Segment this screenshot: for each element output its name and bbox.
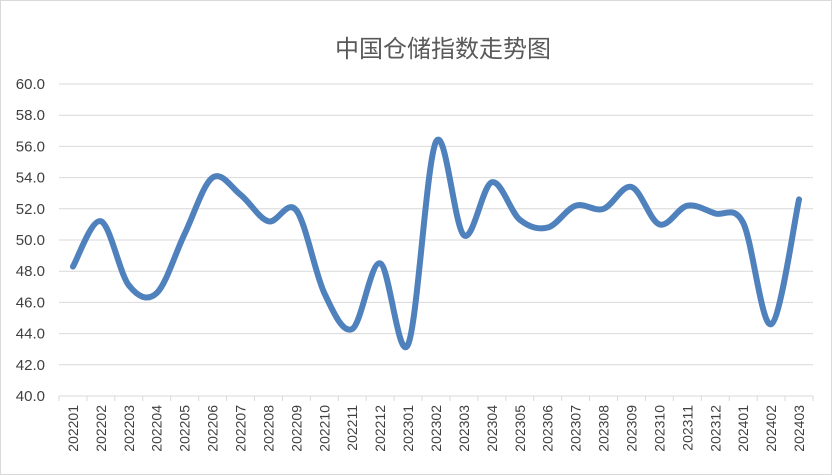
data-point-202304	[489, 179, 495, 185]
data-point-202401	[740, 220, 746, 226]
data-point-202204	[154, 290, 160, 296]
data-point-202209	[293, 207, 299, 213]
x-tick-label: 202308	[596, 405, 612, 452]
x-tick-label: 202311	[679, 405, 695, 451]
series-line	[69, 136, 803, 351]
x-tick-label: 202302	[428, 405, 444, 452]
x-tick-label: 202307	[568, 405, 584, 452]
data-point-202207	[238, 192, 244, 198]
y-tick-label: 52.0	[16, 201, 45, 218]
x-tick-label: 202402	[763, 405, 779, 452]
y-tick-label: 46.0	[16, 294, 45, 311]
data-point-202211	[349, 326, 355, 332]
y-tick-label: 48.0	[16, 263, 45, 280]
x-tick-label: 202207	[233, 405, 249, 452]
x-tick-label: 202301	[400, 405, 416, 452]
data-point-202206	[210, 175, 216, 181]
data-point-202201	[70, 264, 76, 270]
x-tick-label: 202210	[316, 405, 332, 452]
y-tick-label: 50.0	[16, 232, 45, 249]
data-point-202210	[321, 290, 327, 296]
x-tick-label: 202208	[260, 405, 276, 452]
x-tick-label: 202403	[791, 405, 807, 452]
x-tick-label: 202309	[623, 405, 639, 452]
data-point-202306	[545, 225, 551, 231]
data-point-202301	[405, 342, 411, 348]
x-tick-label: 202211	[344, 405, 360, 451]
data-point-202310	[656, 221, 662, 227]
x-tick-label: 202201	[65, 405, 81, 452]
y-tick-label: 40.0	[16, 388, 45, 405]
data-point-202203	[126, 282, 132, 288]
x-tick-label: 202305	[512, 405, 528, 452]
data-point-202205	[182, 231, 188, 237]
data-point-202302	[433, 139, 439, 145]
x-tick-label: 202212	[372, 405, 388, 452]
data-point-202305	[517, 217, 523, 223]
data-point-202308	[601, 206, 607, 212]
data-point-202303	[461, 232, 467, 238]
data-point-202311	[684, 203, 690, 209]
x-tick-label: 202206	[205, 405, 221, 452]
x-tick-label: 202310	[651, 405, 667, 452]
chart-title: 中国仓储指数走势图	[335, 35, 551, 63]
y-tick-label: 56.0	[16, 138, 45, 155]
data-point-202307	[573, 203, 579, 209]
x-tick-label: 202203	[121, 405, 137, 452]
x-tick-label: 202209	[288, 405, 304, 452]
y-tick-label: 58.0	[16, 107, 45, 124]
data-point-202309	[628, 184, 634, 190]
data-point-202402	[768, 321, 774, 327]
x-tick-label: 202204	[149, 405, 165, 452]
x-tick-label: 202312	[707, 405, 723, 452]
x-tick-label: 202401	[735, 405, 751, 452]
data-point-202212	[377, 260, 383, 266]
data-point-202202	[98, 218, 104, 224]
data-point-202403	[796, 196, 802, 202]
x-tick-label: 202303	[456, 405, 472, 452]
x-tick-label: 202202	[93, 405, 109, 452]
y-tick-label: 54.0	[16, 170, 45, 187]
y-tick-label: 44.0	[16, 326, 45, 343]
data-point-202312	[712, 210, 718, 216]
x-tick-label: 202306	[540, 405, 556, 452]
x-tick-label: 202205	[177, 405, 193, 452]
y-tick-label: 60.0	[16, 76, 45, 93]
x-tick-label: 202304	[484, 405, 500, 452]
y-tick-label: 42.0	[16, 357, 45, 374]
data-point-202208	[265, 218, 271, 224]
